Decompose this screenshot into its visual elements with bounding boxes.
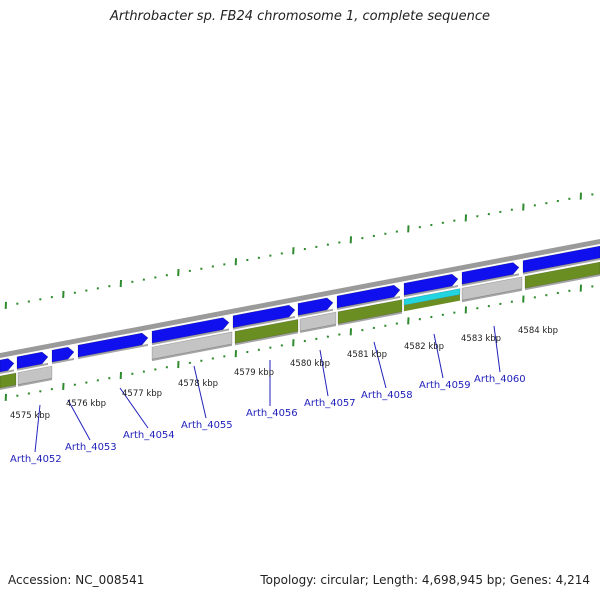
- gene-feature: [524, 261, 600, 289]
- gene-feature: [336, 284, 401, 309]
- gene-feature-shadow: [338, 311, 402, 326]
- gene-feature: [51, 346, 75, 363]
- gene-feature-shadow: [0, 369, 14, 374]
- gene-feature-shadow: [152, 328, 229, 346]
- gene-feature-shadow: [525, 274, 600, 291]
- label-leaders: [34, 325, 501, 453]
- backbone-track: [0, 239, 600, 358]
- gene-feature-shadow: [78, 343, 148, 360]
- gene-feature-shadow: [523, 258, 600, 275]
- gene-feature-shadow: [152, 343, 232, 362]
- tick-marks: [4, 192, 594, 401]
- label-leader-line: [34, 404, 41, 453]
- label-leader-line: [433, 333, 444, 379]
- gene-feature-shadow: [462, 288, 522, 303]
- gene-feature: [151, 317, 230, 344]
- scale-label: 4578 kbp: [178, 379, 218, 389]
- gene-feature: [297, 297, 334, 316]
- gene-label: Arth_4055: [181, 420, 233, 431]
- gene-feature-shadow: [298, 308, 333, 318]
- gene-feature: [16, 351, 49, 370]
- gene-feature: [337, 299, 403, 325]
- gene-feature-shadow: [337, 296, 400, 310]
- gene-feature: [0, 358, 15, 373]
- gene-feature: [461, 276, 523, 301]
- gene-feature-shadow: [233, 315, 295, 330]
- gene-feature: [151, 331, 233, 360]
- gene-feature-shadow: [52, 357, 74, 365]
- gene-label: Arth_4060: [474, 374, 526, 385]
- gene-label: Arth_4059: [419, 380, 471, 391]
- gene-feature: [17, 365, 53, 385]
- label-leader-line: [119, 387, 149, 429]
- gene-features: [0, 245, 600, 390]
- gene-feature-shadow: [300, 324, 336, 333]
- gene-feature-shadow: [17, 362, 48, 371]
- gene-feature-shadow: [235, 331, 298, 346]
- label-leader-line: [67, 399, 91, 441]
- gene-label: Arth_4054: [123, 430, 175, 441]
- gene-feature: [232, 304, 296, 329]
- genome-summary-text: Topology: circular; Length: 4,698,945 bp…: [260, 573, 590, 587]
- label-leader-line: [373, 341, 387, 389]
- gene-feature: [404, 294, 460, 312]
- scale-label: 4584 kbp: [518, 326, 558, 336]
- gene-label: Arth_4053: [65, 442, 117, 453]
- scale-label: 4582 kbp: [404, 342, 444, 352]
- scale-label: 4580 kbp: [290, 359, 330, 369]
- gene-label: Arth_4057: [304, 398, 356, 409]
- gene-feature: [234, 319, 299, 344]
- gene-feature: [403, 273, 459, 296]
- gene-feature-shadow: [462, 273, 519, 287]
- scale-labels: 4575 kbp 4576 kbp 4577 kbp 4578 kbp 4579 kbp…: [10, 326, 558, 421]
- scale-label: 4583 kbp: [461, 334, 501, 344]
- gene-feature: [0, 372, 17, 389]
- label-leader-line: [493, 325, 501, 373]
- gene-feature-shadow: [404, 284, 458, 298]
- map-title: Arthrobacter sp. FB24 chromosome 1, comp…: [109, 9, 491, 24]
- accession-text: Accession: NC_008541: [8, 573, 145, 587]
- scale-label: 4579 kbp: [234, 368, 274, 378]
- scale-label: 4581 kbp: [347, 350, 387, 360]
- gene-label: Arth_4056: [246, 408, 298, 419]
- gene-feature: [522, 245, 600, 273]
- label-leader-line: [193, 365, 207, 419]
- scale-label: 4577 kbp: [122, 389, 162, 399]
- gene-label: Arth_4052: [10, 454, 62, 465]
- label-leader-line: [319, 349, 329, 397]
- gene-feature: [299, 311, 337, 332]
- gene-feature-shadow: [18, 378, 52, 387]
- backbone-line: [0, 239, 600, 358]
- gene-label: Arth_4058: [361, 390, 413, 401]
- gene-feature: [461, 262, 520, 285]
- scale-label: 4576 kbp: [66, 399, 106, 409]
- gene-feature-shadow: [0, 384, 16, 390]
- gene-feature: [77, 332, 149, 358]
- scale-label: 4575 kbp: [10, 411, 50, 421]
